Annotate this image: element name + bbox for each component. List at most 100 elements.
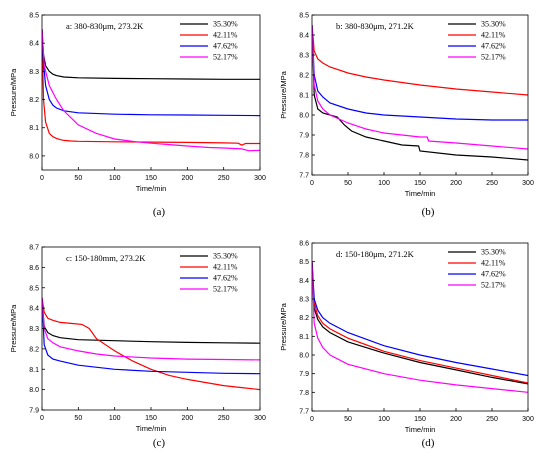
y-tick-label: 7.9 xyxy=(299,133,309,140)
x-tick-label: 300 xyxy=(522,180,534,187)
x-tick-label: 250 xyxy=(486,180,498,187)
y-tick-label: 7.7 xyxy=(299,173,309,180)
x-tick-label: 200 xyxy=(450,416,462,423)
x-tick-label: 50 xyxy=(344,180,352,187)
y-tick-label: 8.2 xyxy=(29,346,39,353)
x-tick-label: 100 xyxy=(109,175,121,182)
series-line-a-2 xyxy=(42,29,260,146)
panel-caption: (d) xyxy=(422,437,435,449)
legend-label: 47.62% xyxy=(213,274,238,283)
y-tick-label: 8.3 xyxy=(299,297,309,304)
legend-label: 52.17% xyxy=(213,53,238,62)
y-tick-label: 8.5 xyxy=(29,285,39,292)
x-tick-label: 200 xyxy=(181,415,193,422)
x-tick-label: 0 xyxy=(310,180,314,187)
panel-caption: (a) xyxy=(153,206,166,218)
x-tick-label: 150 xyxy=(414,180,426,187)
panel-b: 0 50 100 150 200 250 300 7.7 7.8 7.9 8.0 8.1 8.2 8.3 8… xyxy=(279,13,534,219)
x-tick-label: 300 xyxy=(254,175,266,182)
y-tick-label: 7.9 xyxy=(299,371,309,378)
y-tick-label: 8.7 xyxy=(29,245,39,252)
panel-a: 0 50 100 150 200 250 300 8.0 8.1 8.2 8.3 8.4 8.5 Time… xyxy=(9,13,266,219)
y-tick-label: 8.2 xyxy=(299,315,309,322)
panel-d: 0 50 100 150 200 250 300 7.7 7.8 7.9 8.0 8.1 8.2 8.3 8… xyxy=(279,241,534,450)
y-tick-label: 7.9 xyxy=(29,408,39,415)
legend-label: 35.30% xyxy=(481,20,506,29)
legend-label: 47.62% xyxy=(213,42,238,51)
plot-frame xyxy=(311,242,529,412)
legend-label: 35.30% xyxy=(213,252,238,261)
y-axis-label: Pressure/MPa xyxy=(279,70,288,118)
x-axis-label: Time/min xyxy=(405,425,436,434)
x-tick-label: 50 xyxy=(344,416,352,423)
y-tick-label: 8.1 xyxy=(299,93,309,100)
x-tick-label: 50 xyxy=(74,175,82,182)
legend-label: 52.17% xyxy=(481,281,506,290)
panel-c: 0 50 100 150 200 250 300 7.9 8.0 8.1 8.2 8.3 8.4 8.5 8… xyxy=(9,245,266,450)
x-tick-label: 150 xyxy=(414,416,426,423)
x-tick-label: 150 xyxy=(145,175,157,182)
y-tick-label: 8.2 xyxy=(299,73,309,80)
y-tick-label: 8.0 xyxy=(299,353,309,360)
series-line-d-2 xyxy=(312,261,528,384)
y-tick-label: 8.5 xyxy=(299,259,309,266)
x-tick-label: 150 xyxy=(145,415,157,422)
y-tick-label: 8.4 xyxy=(299,278,309,285)
y-tick-label: 7.8 xyxy=(299,390,309,397)
series-line-b-4 xyxy=(312,24,528,150)
y-tick-label: 8.1 xyxy=(299,334,309,341)
panel-title: c: 150-180mm, 273.2K xyxy=(66,253,146,263)
x-tick-label: 0 xyxy=(310,416,314,423)
panel-caption: (c) xyxy=(153,437,166,449)
panel-caption: (b) xyxy=(422,206,435,218)
y-tick-label: 8.4 xyxy=(29,41,39,48)
legend-label: 42.11% xyxy=(213,263,238,272)
x-tick-label: 50 xyxy=(74,415,82,422)
series-line-a-4 xyxy=(42,29,260,152)
y-axis-label: Pressure/MPa xyxy=(279,302,288,350)
x-tick-label: 100 xyxy=(378,180,390,187)
series-line-b-3 xyxy=(312,24,528,121)
y-axis-label: Pressure/MPa xyxy=(9,304,18,352)
x-axis-label: Time/min xyxy=(136,184,167,193)
y-tick-label: 8.5 xyxy=(299,13,309,20)
x-tick-label: 200 xyxy=(450,180,462,187)
y-tick-label: 8.0 xyxy=(299,113,309,120)
series-line-c-2 xyxy=(42,297,260,391)
panel-title: b: 380-830μm, 271.2K xyxy=(336,21,415,31)
x-tick-label: 300 xyxy=(254,415,266,422)
series-line-b-1 xyxy=(312,24,528,161)
x-tick-label: 100 xyxy=(378,416,390,423)
x-tick-label: 0 xyxy=(40,415,44,422)
y-tick-label: 8.1 xyxy=(29,125,39,132)
legend-label: 42.11% xyxy=(213,31,238,40)
series-line-d-3 xyxy=(312,261,528,377)
y-tick-label: 8.2 xyxy=(29,97,39,104)
x-tick-label: 250 xyxy=(486,416,498,423)
x-tick-label: 300 xyxy=(522,416,534,423)
x-axis-label: Time/min xyxy=(136,424,167,433)
series-line-a-1 xyxy=(42,29,260,80)
x-tick-label: 250 xyxy=(218,175,230,182)
y-tick-label: 8.0 xyxy=(29,387,39,394)
y-tick-label: 8.1 xyxy=(29,367,39,374)
series-line-c-4 xyxy=(42,297,260,361)
y-tick-label: 8.5 xyxy=(29,13,39,20)
y-tick-label: 8.3 xyxy=(29,69,39,76)
legend: 35.30% 42.11% 47.62% 52.17% xyxy=(180,252,238,294)
legend-label: 42.11% xyxy=(481,31,506,40)
x-tick-label: 0 xyxy=(40,175,44,182)
series-line-d-4 xyxy=(312,261,528,393)
x-axis-label: Time/min xyxy=(405,189,436,198)
x-tick-label: 250 xyxy=(218,415,230,422)
legend-label: 35.30% xyxy=(481,248,506,257)
series-line-c-1 xyxy=(42,297,260,344)
legend-label: 35.30% xyxy=(213,20,238,29)
y-axis-label: Pressure/MPa xyxy=(9,68,18,116)
y-tick-label: 8.3 xyxy=(29,326,39,333)
y-tick-label: 8.6 xyxy=(29,265,39,272)
legend-label: 47.62% xyxy=(481,270,506,279)
x-tick-label: 100 xyxy=(109,415,121,422)
legend: 35.30% 42.11% 47.62% 52.17% xyxy=(448,20,506,62)
legend-label: 52.17% xyxy=(481,53,506,62)
